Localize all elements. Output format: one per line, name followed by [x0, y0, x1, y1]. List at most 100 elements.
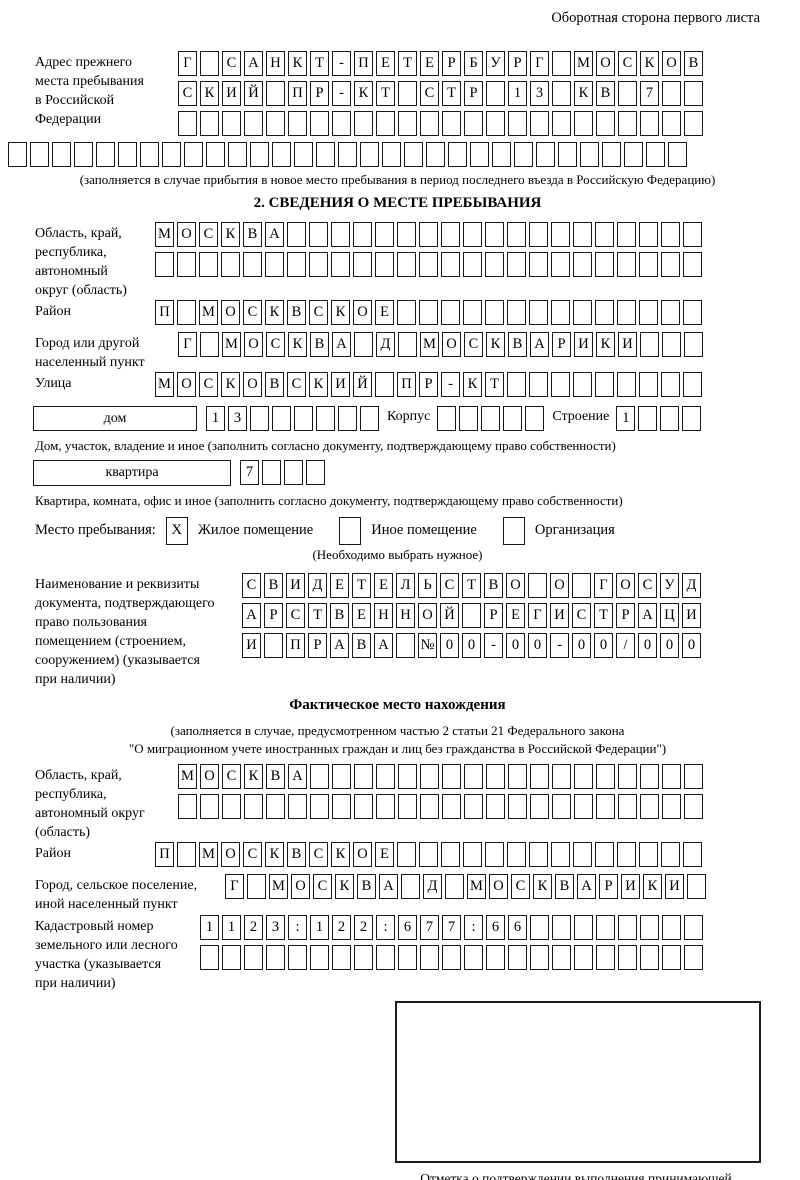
- char-cell[interactable]: [419, 299, 438, 325]
- char-cell[interactable]: [250, 141, 269, 167]
- char-cell[interactable]: Г: [225, 874, 244, 900]
- char-cell[interactable]: О: [442, 331, 461, 357]
- char-cell[interactable]: [595, 299, 614, 325]
- char-cell[interactable]: 1: [206, 406, 225, 432]
- char-cell[interactable]: [247, 874, 266, 900]
- char-cell[interactable]: [486, 764, 505, 790]
- char-cell[interactable]: С: [243, 299, 262, 325]
- char-cell[interactable]: [419, 221, 438, 247]
- char-cell[interactable]: [485, 251, 504, 277]
- char-cell[interactable]: С: [309, 299, 328, 325]
- char-cell[interactable]: Р: [484, 602, 503, 628]
- char-cell[interactable]: В: [555, 874, 574, 900]
- char-cell[interactable]: [573, 221, 592, 247]
- char-cell[interactable]: [618, 914, 637, 940]
- region-row-2[interactable]: [155, 251, 760, 278]
- char-cell[interactable]: [397, 251, 416, 277]
- char-cell[interactable]: 2: [332, 914, 351, 940]
- char-cell[interactable]: [200, 794, 219, 820]
- char-cell[interactable]: [178, 111, 197, 137]
- char-cell[interactable]: 0: [528, 632, 547, 658]
- char-cell[interactable]: [310, 111, 329, 137]
- char-cell[interactable]: [661, 299, 680, 325]
- prev-address-row-3[interactable]: [178, 111, 760, 137]
- char-cell[interactable]: [595, 842, 614, 868]
- char-cell[interactable]: [507, 842, 526, 868]
- char-cell[interactable]: [640, 331, 659, 357]
- char-cell[interactable]: К: [354, 81, 373, 107]
- char-cell[interactable]: [503, 406, 523, 432]
- char-cell[interactable]: О: [550, 572, 569, 598]
- char-cell[interactable]: [470, 141, 489, 167]
- char-cell[interactable]: [155, 251, 174, 277]
- char-cell[interactable]: [266, 794, 285, 820]
- char-cell[interactable]: [309, 221, 328, 247]
- char-cell[interactable]: [486, 944, 505, 970]
- char-cell[interactable]: [624, 141, 643, 167]
- char-cell[interactable]: Ь: [418, 572, 437, 598]
- char-cell[interactable]: И: [242, 632, 261, 658]
- char-cell[interactable]: [376, 794, 395, 820]
- char-cell[interactable]: К: [331, 299, 350, 325]
- char-cell[interactable]: С: [313, 874, 332, 900]
- char-cell[interactable]: [222, 944, 241, 970]
- char-cell[interactable]: [552, 764, 571, 790]
- char-cell[interactable]: [574, 944, 593, 970]
- char-cell[interactable]: [332, 764, 351, 790]
- char-cell[interactable]: [551, 372, 570, 398]
- char-cell[interactable]: [331, 221, 350, 247]
- char-cell[interactable]: А: [332, 331, 351, 357]
- char-cell[interactable]: Б: [464, 51, 483, 76]
- char-cell[interactable]: [420, 944, 439, 970]
- char-cell[interactable]: [573, 251, 592, 277]
- char-cell[interactable]: [244, 944, 263, 970]
- char-cell[interactable]: Г: [530, 51, 549, 76]
- char-cell[interactable]: Р: [310, 81, 329, 107]
- char-cell[interactable]: [596, 794, 615, 820]
- char-cell[interactable]: -: [550, 632, 569, 658]
- char-cell[interactable]: Е: [420, 51, 439, 76]
- char-cell[interactable]: Н: [374, 602, 393, 628]
- char-cell[interactable]: [684, 944, 703, 970]
- char-cell[interactable]: К: [288, 331, 307, 357]
- checkbox-other-premises[interactable]: [339, 516, 362, 545]
- char-cell[interactable]: [508, 764, 527, 790]
- char-cell[interactable]: С: [243, 842, 262, 868]
- char-cell[interactable]: И: [665, 874, 684, 900]
- char-cell[interactable]: И: [682, 602, 701, 628]
- char-cell[interactable]: О: [177, 221, 196, 247]
- char-cell[interactable]: [353, 221, 372, 247]
- char-cell[interactable]: [618, 944, 637, 970]
- char-cell[interactable]: №: [418, 632, 437, 658]
- char-cell[interactable]: В: [357, 874, 376, 900]
- char-cell[interactable]: [617, 842, 636, 868]
- char-cell[interactable]: :: [288, 914, 307, 940]
- char-cell[interactable]: [683, 221, 702, 247]
- char-cell[interactable]: [437, 406, 457, 432]
- char-cell[interactable]: [200, 51, 219, 76]
- char-cell[interactable]: М: [199, 842, 218, 868]
- char-cell[interactable]: Й: [440, 602, 459, 628]
- cadastre-row-2[interactable]: [200, 944, 760, 971]
- char-cell[interactable]: [264, 632, 283, 658]
- char-cell[interactable]: [595, 221, 614, 247]
- char-cell[interactable]: О: [489, 874, 508, 900]
- char-cell[interactable]: [462, 602, 481, 628]
- char-cell[interactable]: [338, 141, 357, 167]
- char-cell[interactable]: [646, 141, 665, 167]
- char-cell[interactable]: А: [265, 221, 284, 247]
- char-cell[interactable]: А: [379, 874, 398, 900]
- char-cell[interactable]: 2: [244, 914, 263, 940]
- char-cell[interactable]: [397, 842, 416, 868]
- char-cell[interactable]: 1: [222, 914, 241, 940]
- char-cell[interactable]: Т: [376, 81, 395, 107]
- char-cell[interactable]: [442, 794, 461, 820]
- char-cell[interactable]: П: [354, 51, 373, 76]
- char-cell[interactable]: С: [572, 602, 591, 628]
- char-cell[interactable]: [573, 299, 592, 325]
- char-cell[interactable]: [288, 111, 307, 137]
- char-cell[interactable]: И: [550, 602, 569, 628]
- char-cell[interactable]: С: [286, 602, 305, 628]
